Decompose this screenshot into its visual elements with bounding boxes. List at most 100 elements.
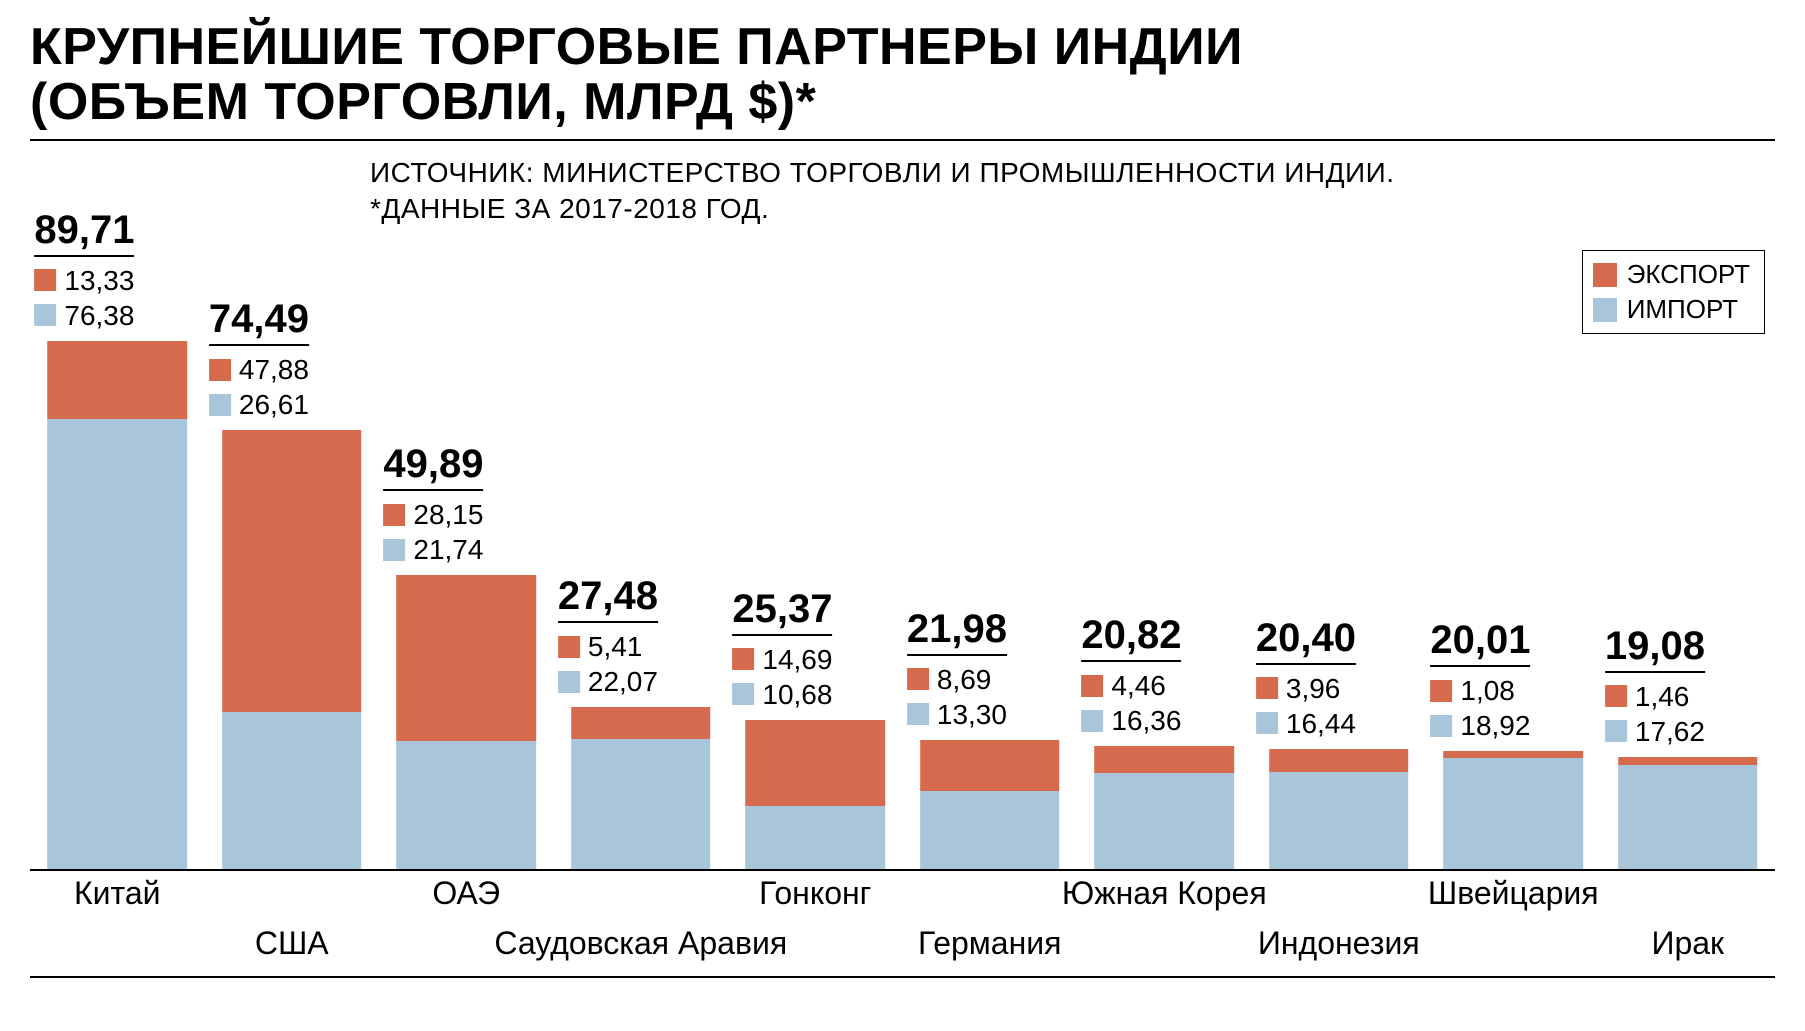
- bar-total-label: 20,01: [1430, 618, 1530, 667]
- bar-segment-import: [920, 791, 1060, 869]
- import-swatch-icon: [558, 671, 580, 693]
- x-axis-label: Гонконг: [759, 875, 871, 912]
- import-swatch-icon: [34, 304, 56, 326]
- bar-stack: [920, 740, 1060, 869]
- import-swatch-icon: [1256, 712, 1278, 734]
- bar-value-labels: 27,485,4122,07: [558, 574, 724, 699]
- bar-export-value-row: 1,46: [1605, 679, 1771, 714]
- bar-import-value-row: 26,61: [209, 387, 375, 422]
- bar-segment-export: [222, 430, 362, 712]
- bar-stack: [396, 575, 536, 869]
- bar-import-value-row: 21,74: [383, 532, 549, 567]
- bar-export-value: 1,46: [1635, 679, 1690, 714]
- bar-segment-import: [1618, 765, 1758, 869]
- bar-import-value-row: 18,92: [1430, 708, 1596, 743]
- legend-export: ЭКСПОРТ: [1593, 257, 1750, 292]
- rule-bottom: [30, 976, 1775, 978]
- x-label-slot: Гонконг: [728, 871, 903, 976]
- bar-slot: 20,01 1,0818,92: [1426, 155, 1601, 869]
- export-swatch-icon: [34, 269, 56, 291]
- bar-stack: [1094, 746, 1234, 869]
- title-line-1: КРУПНЕЙШИЕ ТОРГОВЫЕ ПАРТНЕРЫ ИНДИИ: [30, 18, 1243, 76]
- bar-value-labels: 74,49 47,8826,61: [209, 297, 375, 422]
- chart-container: КРУПНЕЙШИЕ ТОРГОВЫЕ ПАРТНЕРЫ ИНДИИ (ОБЪЕ…: [0, 0, 1805, 1031]
- export-swatch-icon: [732, 648, 754, 670]
- bar-import-value-row: 16,36: [1081, 703, 1247, 738]
- bar-segment-import: [47, 419, 187, 869]
- bar-total-label: 20,40: [1256, 616, 1356, 665]
- bar-export-value-row: 28,15: [383, 497, 549, 532]
- bar-stack: [745, 720, 885, 869]
- bar-value-labels: 21,98 8,6913,30: [907, 607, 1073, 732]
- bar-import-value: 16,44: [1286, 706, 1356, 741]
- bar-segment-export: [745, 720, 885, 807]
- import-swatch-icon: [1605, 720, 1627, 742]
- bar-import-value: 17,62: [1635, 714, 1705, 749]
- bar-segment-export: [47, 341, 187, 419]
- bar-stack: [1443, 751, 1583, 869]
- bar-export-value-row: 13,33: [34, 263, 200, 298]
- bar-segment-export: [571, 707, 711, 739]
- x-axis-label: ОАЭ: [432, 875, 500, 912]
- x-axis-label: Ирак: [1651, 925, 1724, 962]
- rule-top: [30, 139, 1775, 141]
- bar-export-value: 28,15: [413, 497, 483, 532]
- x-label-slot: Китай: [30, 871, 205, 976]
- x-axis-label: Китай: [74, 875, 160, 912]
- bar-import-value-row: 22,07: [558, 664, 724, 699]
- bar-export-value: 3,96: [1286, 671, 1341, 706]
- bar-total-label: 74,49: [209, 297, 309, 346]
- bar-export-value-row: 4,46: [1081, 668, 1247, 703]
- bar-slot: 49,8928,1521,74: [379, 155, 554, 869]
- bar-export-value-row: 1,08: [1430, 673, 1596, 708]
- bar-stack: [1269, 749, 1409, 869]
- bar-export-value: 5,41: [588, 629, 643, 664]
- bar-import-value: 18,92: [1460, 708, 1530, 743]
- export-swatch-icon: [1430, 680, 1452, 702]
- bar-total-label: 19,08: [1605, 624, 1705, 673]
- x-axis-label: Швейцария: [1428, 875, 1599, 912]
- bar-slot: 89,7113,3376,38: [30, 155, 205, 869]
- export-swatch-icon: [1081, 675, 1103, 697]
- bar-segment-import: [1443, 758, 1583, 869]
- export-swatch-icon: [209, 359, 231, 381]
- import-swatch-icon: [383, 539, 405, 561]
- bar-segment-import: [222, 712, 362, 869]
- x-axis-labels: КитайСШАОАЭСаудовская АравияГонконгГерма…: [30, 871, 1775, 976]
- bar-import-value: 26,61: [239, 387, 309, 422]
- bar-segment-import: [1269, 772, 1409, 869]
- import-swatch-icon: [209, 394, 231, 416]
- x-label-slot: США: [205, 871, 380, 976]
- bar-import-value: 21,74: [413, 532, 483, 567]
- x-label-slot: Германия: [903, 871, 1078, 976]
- x-label-slot: Южная Корея: [1077, 871, 1252, 976]
- bar-import-value-row: 13,30: [907, 697, 1073, 732]
- bar-stack: [1618, 757, 1758, 869]
- bar-import-value-row: 16,44: [1256, 706, 1422, 741]
- chart-area: 89,7113,3376,3874,49 47,8826,61 49,8928,15…: [30, 155, 1775, 986]
- title-line-2: (ОБЪЕМ ТОРГОВЛИ, МЛРД $)*: [30, 73, 816, 131]
- bar-slot: 74,49 47,8826,61: [205, 155, 380, 869]
- bar-import-value-row: 76,38: [34, 298, 200, 333]
- chart-title: КРУПНЕЙШИЕ ТОРГОВЫЕ ПАРТНЕРЫ ИНДИИ (ОБЪЕ…: [30, 20, 1775, 129]
- bar-segment-export: [396, 575, 536, 741]
- bar-segment-export: [920, 740, 1060, 791]
- bar-import-value-row: 10,68: [732, 677, 898, 712]
- bar-slot: 21,98 8,6913,30: [903, 155, 1078, 869]
- bar-slot: 20,40 3,9616,44: [1252, 155, 1427, 869]
- bar-value-labels: 89,7113,3376,38: [34, 208, 200, 333]
- legend-import: ИМПОРТ: [1593, 292, 1750, 327]
- bar-segment-import: [1094, 773, 1234, 869]
- bar-export-value: 4,46: [1111, 668, 1166, 703]
- bar-total-label: 21,98: [907, 607, 1007, 656]
- bar-export-value-row: 8,69: [907, 662, 1073, 697]
- legend-import-label: ИМПОРТ: [1627, 294, 1738, 325]
- x-label-slot: Ирак: [1601, 871, 1776, 976]
- bar-stack: [47, 341, 187, 869]
- bar-export-value-row: 47,88: [209, 352, 375, 387]
- bar-stack: [571, 707, 711, 869]
- import-swatch-icon: [907, 703, 929, 725]
- bar-export-value: 13,33: [64, 263, 134, 298]
- export-swatch-icon: [1605, 685, 1627, 707]
- x-label-slot: Индонезия: [1252, 871, 1427, 976]
